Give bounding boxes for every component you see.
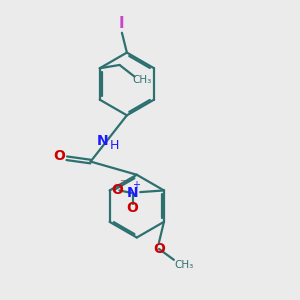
Text: N: N	[127, 186, 138, 200]
Text: O: O	[54, 148, 65, 163]
Text: ⁻: ⁻	[119, 178, 124, 188]
Text: O: O	[153, 242, 165, 256]
Text: N: N	[97, 134, 109, 148]
Text: +: +	[132, 179, 140, 190]
Text: H: H	[110, 139, 119, 152]
Text: I: I	[118, 16, 124, 31]
Text: CH₃: CH₃	[132, 75, 152, 85]
Text: CH₃: CH₃	[174, 260, 194, 270]
Text: O: O	[127, 201, 139, 214]
Text: O: O	[111, 184, 123, 197]
